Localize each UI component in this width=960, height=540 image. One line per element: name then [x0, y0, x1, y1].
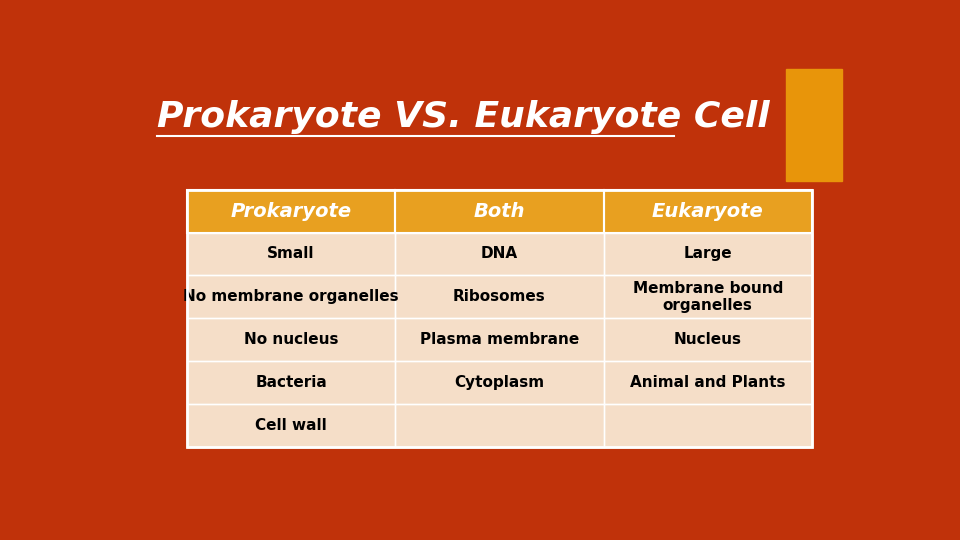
Bar [396, 275, 604, 319]
Bar [187, 404, 396, 447]
Bar [604, 233, 812, 275]
Text: Membrane bound
organelles: Membrane bound organelles [633, 281, 783, 313]
Text: Prokaryote VS. Eukaryote Cell: Prokaryote VS. Eukaryote Cell [157, 100, 770, 134]
Text: Both: Both [473, 201, 525, 220]
Bar [396, 404, 604, 447]
Bar [396, 190, 604, 233]
Text: Eukaryote: Eukaryote [652, 201, 763, 220]
Bar [604, 275, 812, 319]
Bar [187, 233, 396, 275]
Bar [187, 275, 396, 319]
Bar [396, 233, 604, 275]
Bar [187, 361, 396, 404]
Text: Large: Large [684, 246, 732, 261]
Bar [396, 361, 604, 404]
Bar [187, 319, 396, 361]
Text: Cell wall: Cell wall [255, 418, 327, 434]
Bar [187, 190, 396, 233]
Text: No nucleus: No nucleus [244, 333, 338, 347]
Text: Bacteria: Bacteria [255, 375, 327, 390]
Bar [396, 404, 604, 447]
Text: Ribosomes: Ribosomes [453, 289, 546, 305]
Bar [187, 404, 396, 447]
Bar [187, 233, 396, 275]
Bar [604, 275, 812, 319]
Bar [604, 190, 812, 233]
Bar [396, 361, 604, 404]
Bar [604, 233, 812, 275]
Bar [396, 233, 604, 275]
Text: Small: Small [268, 246, 315, 261]
Text: Cytoplasm: Cytoplasm [454, 375, 544, 390]
Bar [187, 319, 396, 361]
Text: Plasma membrane: Plasma membrane [420, 333, 579, 347]
Bar [187, 361, 396, 404]
Bar [396, 319, 604, 361]
Bar [604, 190, 812, 233]
Bar [396, 190, 604, 233]
Text: Nucleus: Nucleus [674, 333, 742, 347]
Text: Animal and Plants: Animal and Plants [630, 375, 785, 390]
Bar [604, 361, 812, 404]
Bar [604, 404, 812, 447]
Bar [396, 319, 604, 361]
Bar [604, 319, 812, 361]
Bar [604, 404, 812, 447]
Bar [187, 190, 396, 233]
Text: DNA: DNA [481, 246, 518, 261]
Text: Prokaryote: Prokaryote [230, 201, 351, 220]
Bar [786, 69, 842, 181]
Bar [187, 190, 812, 447]
Bar [604, 361, 812, 404]
Bar [396, 275, 604, 319]
Text: No membrane organelles: No membrane organelles [183, 289, 399, 305]
Bar [187, 275, 396, 319]
Bar [604, 319, 812, 361]
